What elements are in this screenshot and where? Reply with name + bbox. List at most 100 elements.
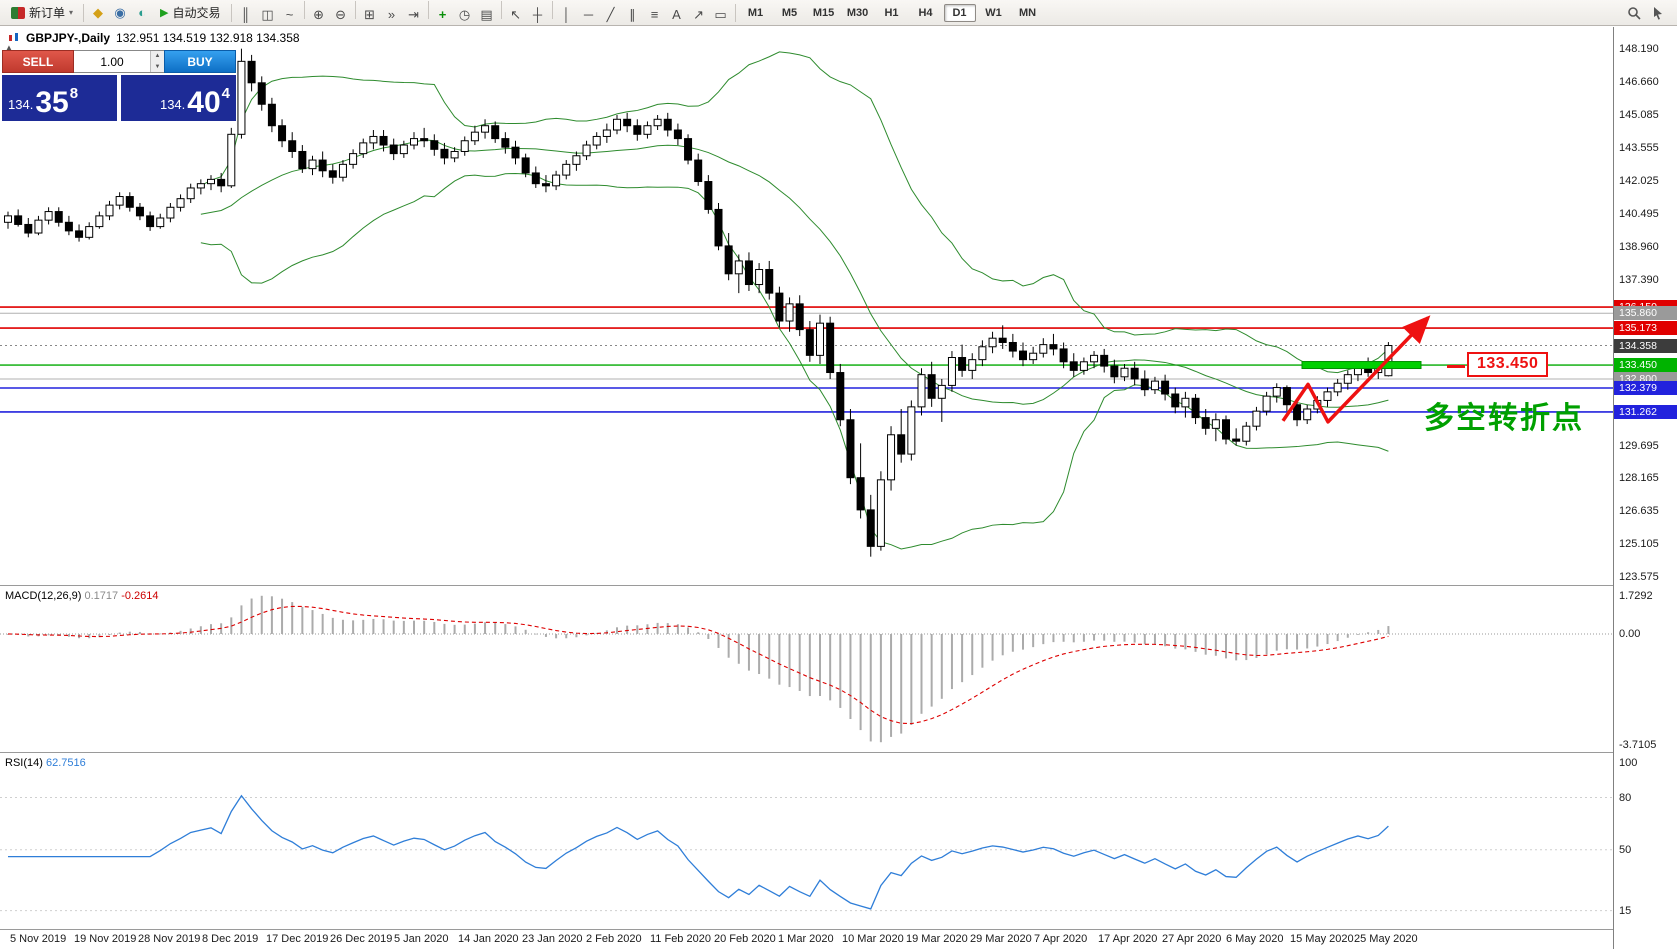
horizontal-line-icon[interactable]: ─ bbox=[583, 6, 594, 22]
search-icon[interactable] bbox=[1623, 3, 1645, 23]
turning-point-label: 多空转折点 bbox=[1424, 402, 1584, 435]
toolbar-separator bbox=[303, 0, 305, 19]
market-watch-icon[interactable]: ◐ bbox=[138, 4, 146, 20]
chart-shift-icon[interactable]: ⇥ bbox=[408, 6, 419, 22]
pane-separator[interactable] bbox=[0, 585, 1613, 586]
metaeditor-icon[interactable]: ◆ bbox=[93, 4, 104, 20]
indicators-icon[interactable]: + bbox=[438, 6, 447, 22]
date-label: 20 Feb 2020 bbox=[714, 933, 776, 945]
toolbar-separator bbox=[230, 3, 232, 22]
symbol-title: GBPJPY-,Daily bbox=[26, 31, 111, 45]
toolbar-separator bbox=[427, 0, 429, 19]
trendline-icon[interactable]: ╱ bbox=[606, 6, 615, 22]
pointer-icon[interactable] bbox=[1647, 3, 1669, 23]
date-label: 26 Dec 2019 bbox=[330, 933, 393, 945]
date-label: 27 Apr 2020 bbox=[1162, 933, 1222, 945]
main-chart-canvas[interactable] bbox=[0, 27, 1613, 585]
price-scale-label: 128.165 bbox=[1619, 472, 1659, 485]
date-label: 14 Jan 2020 bbox=[458, 933, 519, 945]
toolbar-separator bbox=[734, 3, 736, 22]
timeframe-m15[interactable]: M15 bbox=[812, 7, 835, 19]
price-line-tag: 133.450 bbox=[1614, 358, 1677, 373]
price-scale-label: 148.190 bbox=[1619, 42, 1659, 55]
buy-price-main: 134. bbox=[159, 97, 186, 112]
navigator-icon[interactable]: ◉ bbox=[114, 4, 126, 20]
price-line-tag: 131.262 bbox=[1614, 404, 1677, 419]
sell-price-sup: 8 bbox=[69, 85, 79, 102]
arrow-tool-icon[interactable]: ↗ bbox=[693, 6, 704, 22]
date-label: 25 May 2020 bbox=[1354, 933, 1418, 945]
volume-down-icon[interactable]: ▼ bbox=[151, 61, 164, 72]
candlestick-chart-icon[interactable]: ◫ bbox=[261, 6, 274, 22]
price-scale-label: 140.495 bbox=[1619, 207, 1659, 220]
crosshair-icon[interactable]: ┼ bbox=[532, 6, 543, 22]
timeframe-d1[interactable]: D1 bbox=[943, 4, 976, 22]
zoom-out-icon[interactable]: ⊖ bbox=[335, 6, 346, 22]
toolbar-separator bbox=[500, 0, 502, 19]
timeframe-h1[interactable]: H1 bbox=[884, 7, 899, 19]
buy-price-panel[interactable]: 134. 40 4 bbox=[121, 75, 236, 121]
buy-price-sup: 4 bbox=[221, 85, 230, 102]
toolbar-separator bbox=[551, 0, 553, 19]
chart-icon bbox=[9, 33, 18, 41]
date-label: 15 May 2020 bbox=[1290, 933, 1354, 945]
price-line-tag: 135.173 bbox=[1614, 321, 1677, 336]
macd-pane[interactable] bbox=[0, 587, 1613, 751]
templates-icon[interactable]: ▤ bbox=[480, 6, 493, 22]
auto-scroll-icon[interactable]: » bbox=[387, 6, 396, 22]
auto-trading-label: 自动交易 bbox=[172, 6, 221, 20]
timeframe-m5[interactable]: M5 bbox=[781, 7, 798, 19]
volume-value[interactable]: 1.00 bbox=[100, 54, 124, 69]
new-order-button[interactable]: 新订单 ▾ bbox=[4, 2, 80, 24]
zoom-in-icon[interactable]: ⊕ bbox=[313, 6, 324, 22]
shapes-icon[interactable]: ▭ bbox=[714, 6, 727, 22]
sell-button[interactable]: SELL bbox=[2, 50, 74, 73]
line-chart-icon[interactable]: ~ bbox=[285, 6, 294, 22]
price-scale-label: 137.390 bbox=[1619, 274, 1659, 287]
vertical-line-icon[interactable]: │ bbox=[562, 6, 571, 22]
sell-price-big: 35 bbox=[35, 86, 69, 119]
date-label: 1 Mar 2020 bbox=[778, 933, 834, 945]
volume-up-icon[interactable]: ▲ bbox=[151, 51, 164, 62]
channel-icon[interactable]: ∥ bbox=[629, 6, 636, 22]
price-scale-label: 142.025 bbox=[1619, 174, 1659, 187]
sell-price-panel[interactable]: 134. 35 8 bbox=[2, 75, 117, 121]
timeframe-m1[interactable]: M1 bbox=[747, 7, 764, 19]
date-label: 5 Jan 2020 bbox=[394, 933, 449, 945]
volume-spinner: ▲ ▼ bbox=[150, 51, 164, 72]
timeframe-m30[interactable]: M30 bbox=[846, 7, 869, 19]
price-scale[interactable]: 148.190 146.660 145.085 143.555 142.025 140.4… bbox=[1613, 27, 1677, 949]
timeframe-w1[interactable]: W1 bbox=[985, 7, 1002, 19]
cursor-icon[interactable]: ↖ bbox=[510, 6, 521, 22]
standard-toolbar-icons: ◆ ◉ ◐ bbox=[87, 2, 153, 23]
macd-scale-label: -3.7105 bbox=[1619, 739, 1657, 751]
collapse-trade-panel-icon[interactable]: ▲ bbox=[5, 43, 13, 52]
auto-trading-button[interactable]: ▶ 自动交易 bbox=[153, 2, 227, 24]
volume-input[interactable]: 1.00 ▲ ▼ bbox=[74, 50, 164, 73]
buy-button[interactable]: BUY bbox=[164, 50, 236, 73]
price-line-tag: 134.358 bbox=[1614, 338, 1677, 353]
tile-windows-icon[interactable]: ⊞ bbox=[364, 6, 375, 22]
price-callout: 133.450 bbox=[1467, 352, 1549, 377]
one-click-trading-panel: SELL 1.00 ▲ ▼ BUY 134. 35 8 134. 40 4 bbox=[2, 50, 236, 121]
rsi-scale-label: 50 bbox=[1619, 843, 1632, 856]
time-scale[interactable]: 5 Nov 2019 19 Nov 2019 28 Nov 2019 8 Dec 20… bbox=[0, 929, 1613, 949]
toolbar-separator bbox=[354, 0, 356, 19]
date-label: 5 Nov 2019 bbox=[10, 933, 67, 945]
periods-icon[interactable]: ◷ bbox=[458, 6, 471, 22]
price-scale-label: 138.960 bbox=[1619, 240, 1659, 253]
text-icon[interactable]: A bbox=[672, 6, 681, 22]
timeframe-mn[interactable]: MN bbox=[1018, 7, 1037, 19]
price-scale-label: 126.635 bbox=[1619, 505, 1659, 518]
fibonacci-icon[interactable]: ≡ bbox=[650, 6, 659, 22]
bar-chart-icon[interactable]: ║ bbox=[240, 6, 251, 22]
date-label: 28 Nov 2019 bbox=[138, 933, 201, 945]
timeframe-h4[interactable]: H4 bbox=[918, 7, 933, 19]
pane-separator[interactable] bbox=[0, 752, 1613, 753]
macd-scale-label: 0.00 bbox=[1619, 627, 1641, 640]
chevron-down-icon: ▾ bbox=[69, 8, 74, 17]
new-order-label: 新订单 bbox=[29, 6, 66, 20]
price-scale-label: 145.085 bbox=[1619, 109, 1659, 122]
rsi-pane[interactable] bbox=[0, 754, 1613, 928]
date-label: 7 Apr 2020 bbox=[1034, 933, 1088, 945]
